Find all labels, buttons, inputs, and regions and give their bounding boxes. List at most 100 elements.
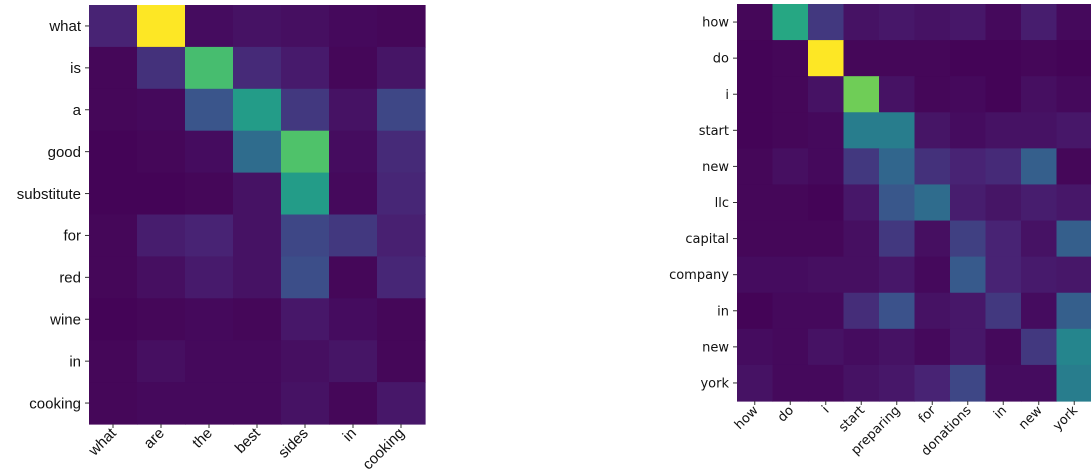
heatmap-cell-r6-c4 — [879, 220, 916, 258]
y-tick-label: red — [59, 270, 81, 287]
heatmap-cell-r5-c7 — [985, 184, 1022, 222]
heatmap-cell-r10-c9 — [1056, 364, 1091, 402]
heatmap-cell-r2-c6 — [950, 76, 987, 113]
heatmap-cell-r4-c3 — [233, 172, 282, 216]
y-tick-label: what — [48, 18, 82, 35]
heatmap-cell-r0-c0 — [89, 5, 138, 48]
heatmap-cell-r5-c9 — [1056, 184, 1091, 222]
heatmap-cell-r1-c0 — [737, 40, 774, 77]
heatmap-cell-r5-c0 — [89, 214, 138, 257]
heatmap-cell-r0-c0 — [737, 4, 774, 41]
heatmap-cell-r2-c4 — [879, 76, 916, 113]
heatmap-cell-r4-c1 — [137, 172, 186, 216]
heatmap-cell-r2-c1 — [772, 76, 809, 113]
heatmap-cell-r8-c0 — [737, 292, 774, 330]
heatmap-cell-r1-c2 — [185, 46, 234, 90]
heatmap-cell-r9-c4 — [879, 328, 916, 366]
heatmap-cell-r4-c6 — [950, 148, 987, 186]
heatmap-cell-r0-c4 — [281, 5, 330, 48]
heatmap-cell-r0-c3 — [233, 5, 282, 48]
heatmap-cell-r10-c6 — [950, 364, 987, 402]
y-tick-label: wine — [49, 312, 81, 329]
y-tick-label: new — [702, 160, 729, 175]
heatmap-cell-r5-c3 — [233, 214, 282, 257]
heatmap-cell-r8-c3 — [843, 292, 880, 330]
heatmap-cell-r1-c4 — [281, 46, 330, 90]
heatmap-cell-r6-c6 — [950, 220, 987, 258]
heatmap-cell-r7-c5 — [329, 298, 378, 341]
x-tick-label: new — [1016, 403, 1046, 433]
x-tick-label: in — [991, 403, 1010, 422]
x-tick-label: cooking — [359, 425, 408, 474]
heatmap-cell-r6-c1 — [772, 220, 809, 258]
heatmap-cell-r2-c8 — [1021, 76, 1058, 113]
heatmap-cell-r8-c6 — [950, 292, 987, 330]
heatmap-cell-r9-c3 — [843, 328, 880, 366]
y-tick-label: start — [699, 124, 729, 139]
heatmap-cell-r3-c9 — [1056, 112, 1091, 149]
heatmap-cell-r6-c5 — [914, 220, 951, 258]
heatmap-cell-r5-c4 — [879, 184, 916, 222]
heatmap-cell-r6-c5 — [329, 256, 378, 299]
heatmap-cell-r9-c0 — [89, 382, 138, 425]
heatmap-cell-r2-c5 — [914, 76, 951, 113]
heatmap-cell-r10-c2 — [808, 364, 845, 402]
heatmap-cell-r0-c1 — [772, 4, 809, 41]
heatmap-cell-r7-c4 — [879, 256, 916, 294]
x-tick-label: in — [340, 425, 360, 445]
heatmap-cell-r0-c9 — [1056, 4, 1091, 41]
heatmap-cell-r1-c1 — [772, 40, 809, 77]
heatmap-cell-r2-c6 — [377, 88, 426, 132]
y-tick-label: good — [48, 144, 81, 161]
heatmap-cell-r8-c8 — [1021, 292, 1058, 330]
heatmap-cell-r3-c1 — [772, 112, 809, 149]
x-tick-label: are — [140, 425, 167, 452]
heatmap-cell-r4-c2 — [808, 148, 845, 186]
heatmap-cell-r8-c0 — [89, 340, 138, 383]
heatmap-cell-r3-c2 — [808, 112, 845, 149]
heatmap-cell-r9-c5 — [914, 328, 951, 366]
heatmap-cell-r6-c8 — [1021, 220, 1058, 258]
x-tick-label: sides — [275, 425, 312, 462]
heatmap-cell-r8-c6 — [377, 340, 426, 383]
heatmap-cell-r4-c6 — [377, 172, 426, 216]
heatmap-cell-r2-c2 — [808, 76, 845, 113]
heatmap-cell-r4-c7 — [985, 148, 1022, 186]
heatmap-cell-r7-c0 — [89, 298, 138, 341]
heatmap-cell-r7-c2 — [808, 256, 845, 294]
heatmap-cell-r10-c1 — [772, 364, 809, 402]
heatmap-cell-r6-c2 — [185, 256, 234, 299]
heatmap-cell-r7-c3 — [233, 298, 282, 341]
heatmap-cell-r0-c2 — [185, 5, 234, 48]
heatmap-cell-r9-c2 — [808, 328, 845, 366]
left-attention-heatmap: whatisagoodsubstituteforredwineincooking… — [17, 5, 426, 473]
heatmap-cell-r4-c5 — [329, 172, 378, 216]
heatmap-cell-r9-c8 — [1021, 328, 1058, 366]
y-tick-label: do — [713, 52, 729, 67]
heatmap-cell-r0-c4 — [879, 4, 916, 41]
y-tick-label: i — [725, 88, 729, 103]
heatmap-cell-r4-c5 — [914, 148, 951, 186]
heatmap-cell-r10-c8 — [1021, 364, 1058, 402]
heatmap-cell-r4-c4 — [281, 172, 330, 216]
x-tick-label: best — [232, 424, 265, 457]
heatmap-cell-r6-c9 — [1056, 220, 1091, 258]
heatmap-cell-r3-c0 — [737, 112, 774, 149]
heatmap-cell-r3-c7 — [985, 112, 1022, 149]
heatmap-cell-r8-c2 — [185, 340, 234, 383]
heatmap-cell-r7-c8 — [1021, 256, 1058, 294]
heatmap-cell-r4-c4 — [879, 148, 916, 186]
x-tick-label: for — [916, 403, 940, 427]
heatmap-cell-r9-c9 — [1056, 328, 1091, 366]
x-tick-label: how — [732, 403, 762, 433]
heatmap-cell-r6-c6 — [377, 256, 426, 299]
heatmap-cell-r1-c3 — [233, 46, 282, 90]
y-tick-label: for — [63, 228, 81, 245]
heatmap-cell-r10-c4 — [879, 364, 916, 402]
heatmap-cell-r1-c8 — [1021, 40, 1058, 77]
heatmap-cell-r1-c0 — [89, 46, 138, 90]
heatmap-cell-r6-c4 — [281, 256, 330, 299]
heatmap-cell-r1-c6 — [377, 46, 426, 90]
heatmap-cell-r3-c6 — [377, 130, 426, 174]
heatmap-cell-r2-c3 — [843, 76, 880, 113]
